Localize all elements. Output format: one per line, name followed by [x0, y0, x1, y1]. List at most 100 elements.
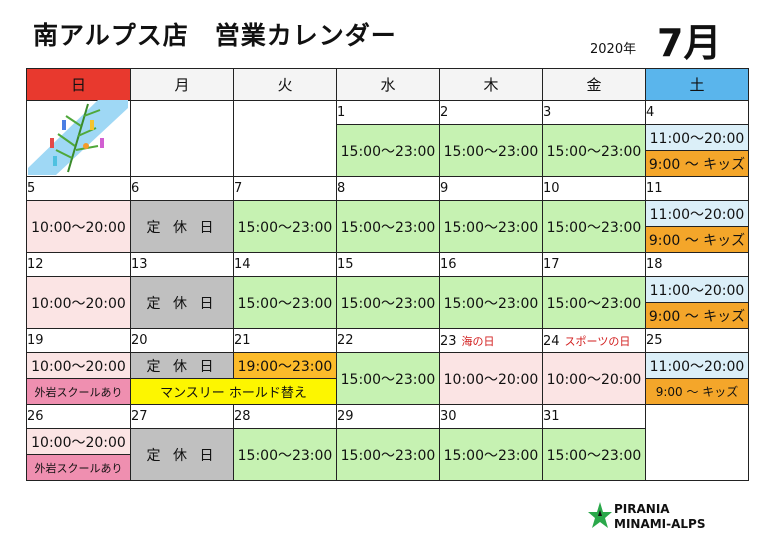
open-hours: 15:00～23:00: [336, 352, 440, 405]
open-hours: 15:00～23:00: [336, 200, 440, 253]
open-hours: 15:00～23:00: [233, 276, 337, 329]
sunday-hours: 10:00～20:00: [26, 200, 131, 253]
empty-cell: [233, 100, 337, 177]
week2-dates: 5 6 7 8 9 10 11: [26, 176, 749, 201]
day-number: 16: [439, 252, 543, 277]
open-hours: 15:00～23:00: [439, 124, 543, 177]
day-number: 11: [645, 176, 749, 201]
holiday-label: スポーツの日: [564, 334, 631, 348]
closed-day: 定 休 日: [130, 276, 234, 329]
saturday-hours: 11:00～20:00: [645, 200, 749, 227]
monthly-hold-event: マンスリー ホールド替え: [130, 378, 337, 405]
week5-hours: 10:00～20:00 定 休 日 15:00～23:00 15:00～23:0…: [26, 428, 749, 481]
day-number: 9: [439, 176, 543, 201]
weekday-fri: 金: [542, 68, 646, 101]
weekday-sat: 土: [645, 68, 749, 101]
open-hours: 15:00～23:00: [439, 276, 543, 329]
day-number: 5: [26, 176, 131, 201]
weekday-tue: 火: [233, 68, 337, 101]
week5-extra: 外岩スクールあり: [26, 454, 749, 481]
day-number: 19: [26, 328, 131, 353]
holiday-hours: 10:00～20:00: [439, 352, 543, 405]
tanabata-illustration: [28, 100, 128, 175]
open-hours: 15:00～23:00: [233, 200, 337, 253]
open-hours: 15:00～23:00: [542, 200, 646, 253]
week2-hours: 10:00～20:00 定 休 日 15:00～23:00 15:00～23:0…: [26, 200, 749, 253]
day-number: 24 スポーツの日: [542, 328, 646, 353]
open-hours: 15:00～23:00: [336, 428, 440, 481]
weekday-wed: 水: [336, 68, 440, 101]
day-number: 4: [645, 100, 749, 125]
open-hours: 15:00～23:00: [336, 124, 440, 177]
day-number: 1: [336, 100, 440, 125]
day-number: 15: [336, 252, 440, 277]
day-number: 13: [130, 252, 234, 277]
outdoor-school-note: 外岩スクールあり: [26, 454, 131, 481]
open-hours: 15:00～23:00: [542, 276, 646, 329]
closed-day: 定 休 日: [130, 352, 234, 379]
weekday-thu: 木: [439, 68, 543, 101]
week4-hours: 10:00～20:00 定 休 日 19:00～23:00 15:00～23:0…: [26, 352, 749, 405]
logo-line1: PIRANIA: [614, 502, 670, 516]
day-number: 30: [439, 404, 543, 429]
open-hours: 15:00～23:00: [542, 428, 646, 481]
holiday-hours: 10:00～20:00: [542, 352, 646, 405]
wish-strip-blue: [62, 120, 66, 130]
weekday-header-row: 日 月 火 水 木 金 土: [26, 68, 749, 101]
sunday-hours: 10:00～20:00: [26, 276, 131, 329]
day-number: 7: [233, 176, 337, 201]
wish-strip-red: [50, 138, 54, 148]
closed-day: 定 休 日: [130, 428, 234, 481]
kids-hours: 9:00 ～ キッズ: [645, 150, 749, 177]
bamboo-branches: [55, 109, 101, 159]
day-number: 17: [542, 252, 646, 277]
open-hours: 15:00～23:00: [439, 428, 543, 481]
day-number: 27: [130, 404, 234, 429]
logo-text: PIRANIA MINAMI-ALPS: [614, 502, 706, 532]
open-hours: 15:00～23:00: [542, 124, 646, 177]
day-number: 3: [542, 100, 646, 125]
saturday-hours: 11:00～20:00: [645, 124, 749, 151]
sunday-hours: 10:00～20:00: [26, 352, 131, 379]
day-number: 29: [336, 404, 440, 429]
wish-strip-yellow: [90, 120, 94, 130]
day-number: 21: [233, 328, 337, 353]
pirania-logo: PIRANIA MINAMI-ALPS: [588, 500, 738, 540]
open-hours: 15:00～23:00: [336, 276, 440, 329]
saturday-hours: 11:00～20:00: [645, 276, 749, 303]
logo-line2: MINAMI-ALPS: [614, 517, 706, 531]
sunday-hours: 10:00～20:00: [26, 428, 131, 455]
year-label: 2020年: [590, 42, 637, 57]
wish-strip-cyan: [53, 156, 57, 166]
week1-dates: 1 2 3 4: [26, 100, 749, 177]
open-hours: 15:00～23:00: [233, 428, 337, 481]
day-number: 8: [336, 176, 440, 201]
kids-hours: 9:00 ～ キッズ: [645, 226, 749, 253]
wish-strip-purple: [100, 138, 104, 148]
day-number: 6: [130, 176, 234, 201]
week1-hours: 15:00～23:00 15:00～23:00 15:00～23:00 11:0…: [27, 124, 749, 177]
week3-hours: 10:00～20:00 定 休 日 15:00～23:00 15:00～23:0…: [26, 276, 749, 329]
late-open-hours: 19:00～23:00: [233, 352, 337, 379]
day-number-text: 24: [543, 333, 560, 349]
page-title: 南アルプス店 営業カレンダー: [33, 21, 397, 50]
day-number: 22: [336, 328, 440, 353]
week4-dates: 19 20 21 22 23 海の日 24 スポーツの日 25: [26, 328, 749, 353]
week4-extra: 外岩スクールあり マンスリー ホールド替え 9:00 ～ キッズ: [26, 378, 749, 405]
day-number: 14: [233, 252, 337, 277]
star-icon: [588, 502, 612, 528]
ornament: [83, 143, 89, 149]
day-number: 10: [542, 176, 646, 201]
week5-dates: 26 27 28 29 30 31: [26, 404, 749, 481]
day-number: 23 海の日: [439, 328, 543, 353]
kids-hours: 9:00 ～ キッズ: [645, 302, 749, 329]
holiday-label: 海の日: [461, 334, 495, 348]
kids-hours: 9:00 ～ キッズ: [645, 378, 749, 405]
day-number: 18: [645, 252, 749, 277]
day-number: 28: [233, 404, 337, 429]
day-number-text: 23: [440, 333, 457, 349]
week3-extra: 9:00 ～ キッズ: [27, 302, 749, 329]
empty-cell: [130, 100, 234, 177]
empty-cell: [645, 404, 749, 481]
weekday-mon: 月: [130, 68, 234, 101]
